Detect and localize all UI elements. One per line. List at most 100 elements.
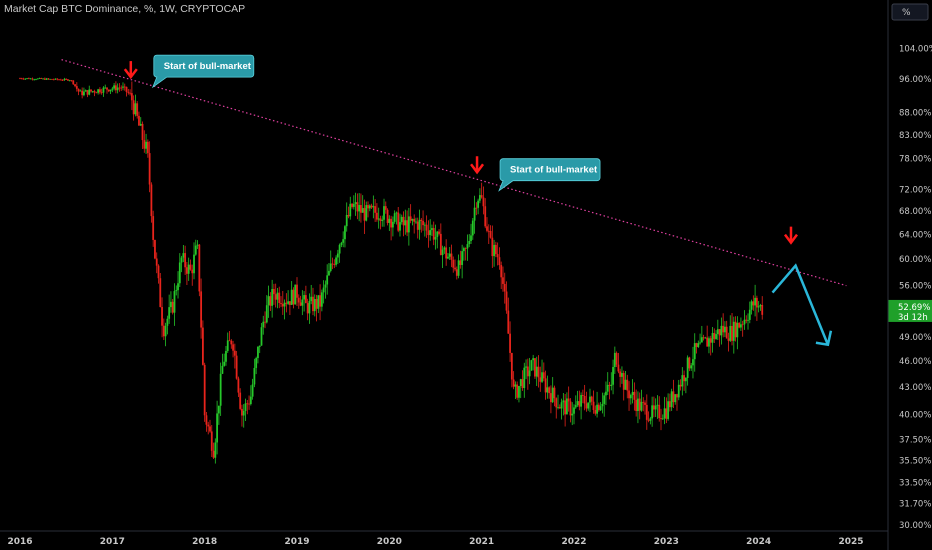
- candle-body: [349, 203, 352, 217]
- candle-body: [418, 219, 421, 230]
- candle-body: [352, 203, 355, 207]
- candle-body: [354, 202, 357, 204]
- candle-body: [99, 89, 101, 93]
- candle-body: [585, 403, 588, 409]
- y-tick-label: 31.70%: [899, 500, 931, 510]
- candle-body: [390, 218, 393, 228]
- resistance-trendline[interactable]: [61, 59, 847, 287]
- candle-body: [507, 310, 510, 334]
- candle-body: [290, 289, 293, 305]
- candle-body: [328, 270, 330, 276]
- candle-body: [734, 321, 737, 338]
- candle-body: [361, 208, 364, 213]
- candle-body: [246, 403, 249, 405]
- candle-body: [336, 253, 339, 258]
- candle-body: [594, 409, 597, 414]
- candle-body: [603, 395, 606, 404]
- overlays-layer: Start of bull-market Start of bull-market…: [61, 54, 932, 347]
- candle-body: [617, 364, 620, 372]
- candle-body: [347, 215, 350, 217]
- candle-body: [175, 290, 178, 292]
- candle-body: [35, 79, 37, 81]
- callout-start-of-bull-market[interactable]: Start of bull-market: [151, 54, 255, 89]
- candle-body: [253, 367, 256, 385]
- y-tick-label: 64.00%: [899, 230, 931, 240]
- candle-body: [122, 86, 124, 88]
- candle-body: [560, 402, 563, 409]
- x-tick-label: 2017: [100, 537, 125, 547]
- candle-body: [138, 115, 140, 126]
- y-tick-label: 68.00%: [899, 207, 931, 217]
- y-tick-label: 40.00%: [899, 411, 931, 421]
- candle-body: [152, 216, 155, 240]
- candle-body: [654, 405, 657, 410]
- candle-body: [420, 219, 423, 221]
- candle-body: [141, 123, 144, 141]
- candle-body: [77, 88, 80, 92]
- candle-body: [565, 398, 568, 415]
- candle-body: [606, 384, 609, 392]
- callout-start-of-bull-market[interactable]: Start of bull-market: [498, 158, 601, 192]
- candle-body: [541, 372, 543, 382]
- candle-body: [226, 340, 229, 351]
- candle-body: [738, 322, 741, 328]
- candle-body: [724, 326, 726, 333]
- candle-body: [613, 352, 616, 368]
- candle-body: [528, 370, 531, 377]
- unit-button-label[interactable]: %: [902, 8, 911, 18]
- candle-body: [326, 275, 329, 285]
- candle-body: [322, 287, 325, 293]
- y-tick-label: 33.50%: [899, 479, 931, 489]
- candle-body: [759, 304, 762, 307]
- candle-body: [178, 262, 181, 284]
- candle-body: [631, 391, 634, 396]
- candle-body: [196, 244, 199, 246]
- candle-body: [645, 404, 648, 420]
- time-axis[interactable]: 2016 2017 2018 2019 2020 2021 2022 2023 2024 2025: [0, 530, 888, 547]
- candle-body: [457, 260, 460, 276]
- candle-body: [27, 78, 30, 80]
- candle-body: [553, 387, 556, 399]
- candle-body: [59, 79, 62, 81]
- candle-body: [610, 384, 613, 386]
- candle-body: [740, 324, 742, 328]
- projection-path[interactable]: [771, 263, 830, 346]
- candle-body: [454, 267, 456, 270]
- candle-body: [700, 337, 703, 343]
- candle-body: [248, 403, 250, 405]
- candle-body: [471, 220, 474, 236]
- candle-body: [317, 295, 320, 309]
- candle-body: [709, 338, 712, 343]
- price-axis[interactable]: % 104.00% 96.00% 88.00% 83.00% 78.00% 72.00% 68…: [887, 0, 932, 550]
- candle-body: [324, 284, 327, 288]
- candle-body: [539, 377, 542, 382]
- candle-body: [487, 230, 490, 232]
- candle-body: [280, 302, 282, 304]
- candle-body: [260, 327, 263, 346]
- candle-body: [489, 230, 492, 238]
- candle-body: [431, 228, 433, 231]
- candle-body: [679, 384, 682, 387]
- candle-body: [633, 391, 636, 400]
- x-tick-label: 2023: [654, 537, 679, 547]
- projection-arrowhead-icon: [815, 330, 833, 347]
- candle-body: [281, 303, 284, 307]
- candle-body: [491, 237, 494, 257]
- x-tick-label: 2021: [469, 537, 494, 547]
- candle-body: [370, 205, 373, 208]
- unit-button[interactable]: [891, 3, 929, 21]
- candle-body: [61, 79, 64, 81]
- candle-body: [713, 332, 716, 339]
- candle-body: [58, 79, 60, 81]
- candle-body: [67, 79, 69, 81]
- candle-body: [219, 373, 222, 406]
- candle-body: [24, 78, 27, 80]
- candle-body: [294, 284, 297, 305]
- candle-body: [601, 403, 604, 407]
- candle-body: [576, 401, 579, 406]
- candle-body: [644, 402, 646, 405]
- candle-body: [562, 400, 565, 403]
- candle-body: [407, 216, 410, 233]
- candle-body: [159, 278, 162, 308]
